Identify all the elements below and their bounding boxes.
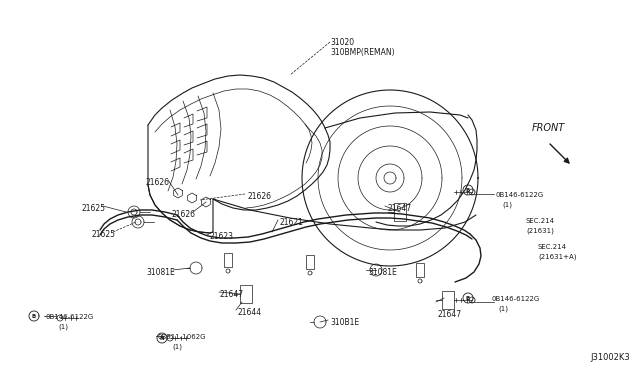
Text: 0B146-6122G: 0B146-6122G xyxy=(496,192,544,198)
Bar xyxy=(240,285,252,303)
Text: FRONT: FRONT xyxy=(531,123,564,133)
Text: B: B xyxy=(32,314,36,318)
Text: 21626: 21626 xyxy=(248,192,272,201)
Text: 31081E: 31081E xyxy=(147,268,175,277)
Bar xyxy=(416,263,424,277)
Text: 21625: 21625 xyxy=(81,204,105,213)
Text: 21623: 21623 xyxy=(210,232,234,241)
Text: B: B xyxy=(466,295,470,301)
Text: 21625: 21625 xyxy=(91,230,115,239)
Text: 21647: 21647 xyxy=(388,204,412,213)
Text: 21621: 21621 xyxy=(280,218,304,227)
Text: (1): (1) xyxy=(172,344,182,350)
Text: (1): (1) xyxy=(502,202,512,208)
Text: 21647: 21647 xyxy=(220,290,244,299)
Text: (21631+A): (21631+A) xyxy=(538,254,577,260)
Text: SEC.214: SEC.214 xyxy=(526,218,555,224)
Text: 31020: 31020 xyxy=(330,38,354,47)
Text: 0B146-6122G: 0B146-6122G xyxy=(46,314,94,320)
Text: J31002K3: J31002K3 xyxy=(590,353,630,362)
Text: 21647: 21647 xyxy=(438,310,462,319)
Text: 310BMP(REMAN): 310BMP(REMAN) xyxy=(330,48,395,57)
Text: SEC.214: SEC.214 xyxy=(538,244,567,250)
Bar xyxy=(224,253,232,267)
Text: N: N xyxy=(160,336,164,340)
Text: B: B xyxy=(466,187,470,192)
Text: (21631): (21631) xyxy=(526,228,554,234)
Text: 310B1E: 310B1E xyxy=(330,318,359,327)
Text: 21626: 21626 xyxy=(146,178,170,187)
Text: 31081E: 31081E xyxy=(368,268,397,277)
Bar xyxy=(442,291,454,309)
Text: 21626: 21626 xyxy=(172,210,196,219)
Text: (1): (1) xyxy=(498,306,508,312)
Text: 21644: 21644 xyxy=(238,308,262,317)
Text: 0B146-6122G: 0B146-6122G xyxy=(492,296,540,302)
Bar xyxy=(394,203,406,221)
Bar xyxy=(306,255,314,269)
Text: (1): (1) xyxy=(58,324,68,330)
Text: 0B911-1062G: 0B911-1062G xyxy=(158,334,207,340)
